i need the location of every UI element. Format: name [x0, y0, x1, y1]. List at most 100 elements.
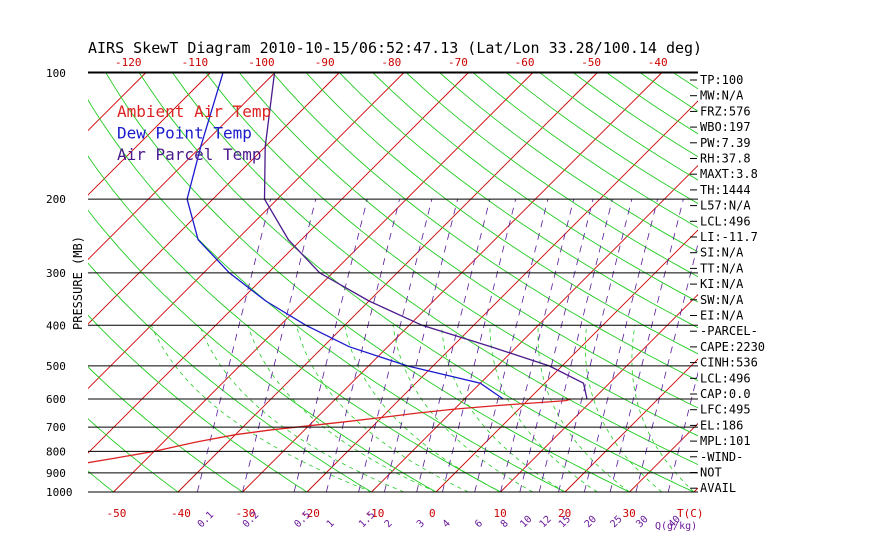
pressure-tick-label: 100 — [46, 67, 66, 80]
top-temp-tick: -100 — [248, 56, 275, 69]
mixing-ratio-line — [196, 199, 271, 493]
index-entry: AVAIL — [700, 481, 736, 495]
index-entry: TT:N/A — [700, 261, 744, 275]
dry-adiabat — [105, 72, 630, 493]
index-entry: L57:N/A — [700, 199, 751, 213]
dry-adiabat — [272, 72, 698, 382]
bottom-temp-tick: -20 — [300, 507, 320, 520]
pressure-tick-label: 1000 — [46, 486, 73, 499]
dry-adiabat — [306, 72, 698, 355]
mixing-ratio-label: 30 — [634, 514, 650, 530]
moist-adiabat — [344, 325, 501, 493]
pressure-tick-label: 500 — [46, 360, 66, 373]
bottom-temp-tick: -50 — [107, 507, 127, 520]
isotherm-line — [88, 72, 275, 261]
dry-adiabat — [372, 72, 698, 303]
index-entry: MAXT:3.8 — [700, 167, 758, 181]
index-entry: EI:N/A — [700, 309, 744, 323]
top-temp-tick: -60 — [515, 56, 535, 69]
top-temp-tick: -40 — [648, 56, 668, 69]
isotherm-line — [564, 358, 698, 493]
isotherm-line — [759, 73, 870, 492]
pressure-tick-label: 300 — [46, 267, 66, 280]
pressure-tick-label: 900 — [46, 467, 66, 480]
sounding-series — [88, 72, 588, 464]
mixing-ratio-line — [609, 199, 684, 493]
mixing-ratio-line — [635, 242, 698, 493]
bottom-temp-tick: 10 — [494, 507, 507, 520]
mixing-ratio-unit: Q(g/kg) — [655, 521, 697, 532]
dry-adiabat — [88, 262, 372, 493]
dry-adiabat — [88, 418, 179, 493]
top-temp-tick: -70 — [448, 56, 468, 69]
moist-adiabat — [489, 325, 598, 493]
isotherm-line — [88, 72, 340, 325]
isotherm-line — [0, 73, 17, 492]
series-line — [186, 72, 504, 400]
mixing-ratio-label: 0.1 — [196, 510, 217, 531]
dry-adiabat — [339, 72, 698, 329]
pressure-tick-label: 700 — [46, 421, 66, 434]
dry-adiabat — [205, 72, 698, 437]
index-entry: LFC:495 — [700, 403, 751, 417]
mixing-ratio-label: 1 — [325, 518, 337, 530]
mixing-ratio-line — [325, 199, 400, 493]
moist-adiabat — [247, 325, 437, 493]
bottom-temp-tick: 20 — [558, 507, 571, 520]
index-entry: LI:-11.7 — [700, 230, 758, 244]
index-entry: WBO:197 — [700, 120, 751, 134]
isobar-lines — [88, 71, 698, 493]
isotherm-line — [88, 72, 404, 390]
dry-adiabat — [88, 155, 501, 493]
series-line — [263, 72, 588, 400]
top-temp-tick: -80 — [381, 56, 401, 69]
mixing-ratio-line — [416, 199, 491, 493]
index-entry: -WIND- — [700, 450, 743, 464]
chart-title: AIRS SkewT Diagram 2010-10-15/06:52:47.1… — [88, 39, 702, 57]
index-entry: KI:N/A — [700, 277, 744, 291]
legend-item: Ambient Air Temp — [117, 102, 271, 121]
dry-adiabat — [640, 72, 698, 112]
mixing-ratio-label: 4 — [441, 518, 453, 530]
mixing-ratio-line — [558, 199, 633, 493]
mixing-ratio-line — [442, 199, 517, 493]
mixing-ratio-line — [519, 199, 594, 493]
index-entry: EL:186 — [700, 418, 743, 432]
top-temp-tick: -110 — [182, 56, 209, 69]
index-entry: SW:N/A — [700, 293, 744, 307]
dry-adiabat — [0, 73, 49, 492]
bottom-temp-tick: 0 — [429, 507, 436, 520]
pressure-tick-label: 800 — [46, 445, 66, 458]
top-temp-tick: -120 — [115, 56, 142, 69]
mixing-ratio-label: 6 — [473, 518, 485, 530]
isotherm-line — [823, 73, 870, 492]
dry-adiabat — [473, 72, 698, 229]
mixing-ratio-label: 8 — [499, 518, 511, 530]
mixing-ratio-label: 12 — [538, 514, 554, 530]
isotherm-line — [306, 100, 698, 493]
pressure-tick-label: 400 — [46, 319, 66, 332]
index-entry: CINH:536 — [700, 356, 758, 370]
bottom-temp-tick: 30 — [623, 507, 636, 520]
legend-item: Dew Point Temp — [117, 124, 252, 143]
isotherm-line — [500, 293, 698, 493]
isotherm-line — [88, 72, 469, 454]
mixing-ratio-label: 3 — [415, 518, 427, 530]
y-axis-label: PRESSURE (MB) — [71, 236, 85, 330]
dry-adiabat — [88, 314, 308, 493]
index-entry: CAPE:2230 — [700, 340, 765, 354]
dry-adiabat — [741, 73, 870, 492]
index-entry: TP:100 — [700, 73, 743, 87]
series-line — [88, 398, 572, 464]
mixing-ratio-line — [293, 199, 368, 493]
mixing-ratio-label: 20 — [583, 514, 599, 530]
isotherm-line — [0, 73, 81, 492]
index-entry: CAP:0.0 — [700, 387, 751, 401]
dry-adiabat — [439, 72, 698, 253]
index-entry: PW:7.39 — [700, 136, 751, 150]
isotherm-line — [88, 72, 211, 196]
legend-item: Air Parcel Temp — [117, 145, 262, 164]
index-entry: SI:N/A — [700, 246, 744, 260]
